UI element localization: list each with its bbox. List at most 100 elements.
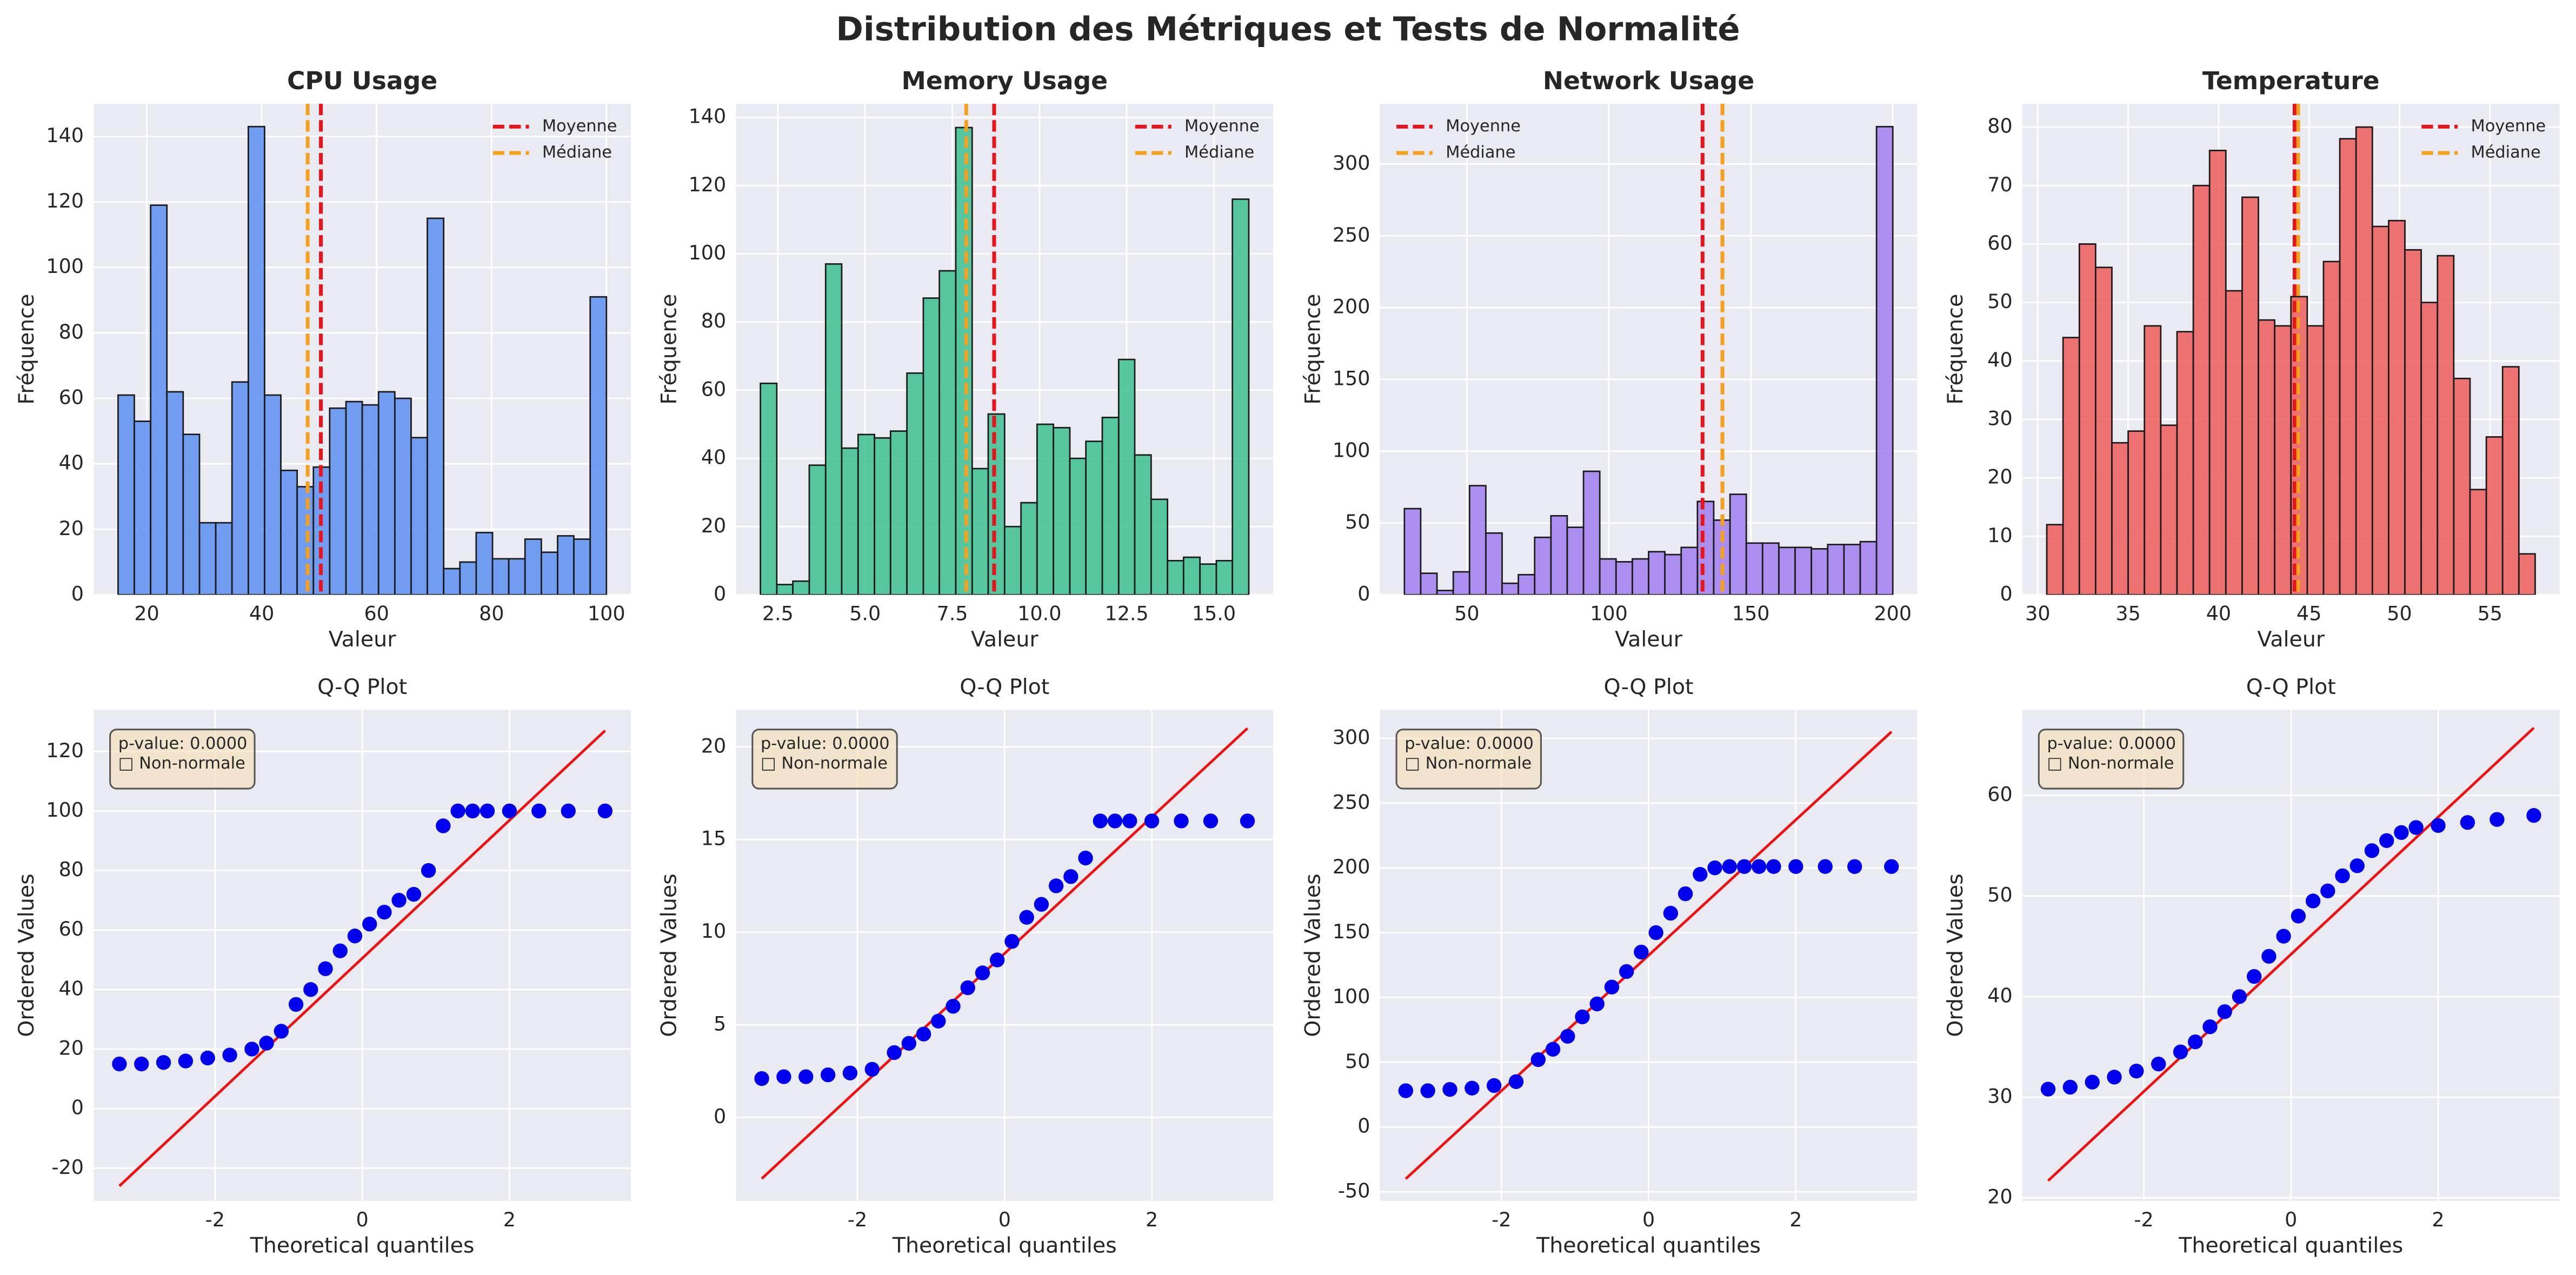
histogram-bar [1794,546,1813,595]
x-tick-label: 80 [479,602,504,625]
fit-line [1405,731,1893,1180]
qq-point [222,1047,237,1063]
qq-point [1144,813,1160,829]
qq-point [2349,858,2365,873]
histogram-bar [2485,436,2504,595]
y-axis-label: Fréquence [1943,294,1968,405]
histogram-bar [2160,424,2178,595]
x-tick-label: 60 [364,602,389,625]
subplot-title: Temperature [2202,66,2380,95]
y-tick-label: 100 [46,798,84,822]
qq-point [1788,859,1803,874]
plot-area [1380,103,1918,595]
qq-point [1048,878,1064,893]
qq-point [2276,929,2291,944]
y-tick-label: 60 [701,377,726,400]
y-tick-label: 30 [1987,1085,2012,1108]
qq-point [465,803,480,819]
histogram-bar [508,558,526,595]
y-tick-label: 80 [701,309,726,332]
qq-point [288,997,304,1012]
histogram-bar [2062,337,2080,595]
annotation-box [1395,729,1542,790]
subplot-title: Q-Q Plot [1604,675,1694,699]
qq-point [776,1069,791,1084]
histogram-bar [906,372,924,595]
histogram-bar [2095,266,2113,595]
plot-marks [1398,731,1899,1180]
histogram-bar [1232,198,1250,595]
histogram-bar [329,407,347,595]
x-tick-label: 2 [1789,1208,1802,1231]
qq-point [2040,1082,2056,1097]
qq-point [2151,1056,2166,1072]
legend-label: Moyenne [1446,117,1521,136]
histogram-bar [792,580,810,595]
qq-point [2291,909,2306,924]
histogram-bar [1550,515,1568,595]
y-tick-label: 100 [1333,438,1370,462]
qq-point [1034,897,1049,912]
histogram-bar [2225,290,2243,595]
histogram-bar [2404,249,2422,595]
y-tick-label: 0 [71,1096,84,1119]
qq-point [1420,1083,1435,1098]
plot-marks [760,103,1250,595]
y-tick-label: 0 [714,1105,726,1128]
qq-point [901,1036,917,1051]
x-tick-label: 40 [249,602,274,625]
qq-point [975,965,990,980]
qq-point [421,863,436,878]
histogram-bar [2420,302,2439,595]
histogram-bar [1101,417,1120,595]
x-tick-label: 100 [1590,602,1628,625]
histogram-bar [1680,546,1699,595]
annotation-text: □ Non-normale [2047,754,2174,773]
x-tick-label: 100 [588,602,625,625]
histogram-bar [264,394,282,595]
legend-label: Moyenne [2471,117,2546,136]
qq-point [960,980,975,996]
y-tick-label: 50 [1987,290,2012,313]
fit-line [761,727,1249,1180]
histogram-bar [2192,184,2211,595]
qq-point [406,886,422,902]
qq-point [1560,1029,1575,1044]
x-tick-label: 15.0 [1192,602,1236,625]
histogram-bar [776,584,794,595]
qq-point [2202,1019,2218,1034]
legend-label: Médiane [2471,143,2541,162]
histogram-bar [2127,430,2146,595]
histogram-bar [1761,542,1780,595]
y-tick-label: 0 [1357,582,1370,605]
qq-point [1078,850,1093,866]
histogram-bar [2208,150,2227,595]
x-tick-label: -2 [1492,1208,1511,1231]
y-tick-label: 20 [701,514,726,537]
histogram-bar [1615,561,1633,595]
x-tick-label: 50 [1454,602,1479,625]
histogram-bar [491,558,510,595]
qq-point [2335,868,2350,884]
histogram-bar [2258,319,2276,595]
x-axis-label: Valeur [2257,627,2325,652]
qq-point [1240,813,1255,829]
x-tick-label: 2.5 [762,602,794,625]
histogram-bar [2339,138,2357,595]
y-tick-label: 20 [1987,465,2012,489]
y-tick-label: 20 [59,517,84,540]
histogram-bar [589,296,608,595]
histogram-bar [1150,498,1168,595]
qq-point [2431,818,2446,833]
histogram-bar [361,404,380,595]
subplot-title: Q-Q Plot [2246,675,2336,699]
qq-point [2129,1063,2144,1079]
y-tick-label: 60 [59,386,84,409]
legend-label: Médiane [1184,143,1254,162]
legend-label: Médiane [542,143,612,162]
y-tick-label: 20 [59,1036,84,1059]
x-tick-label: 200 [1874,602,1912,625]
plot-marks [112,729,613,1187]
